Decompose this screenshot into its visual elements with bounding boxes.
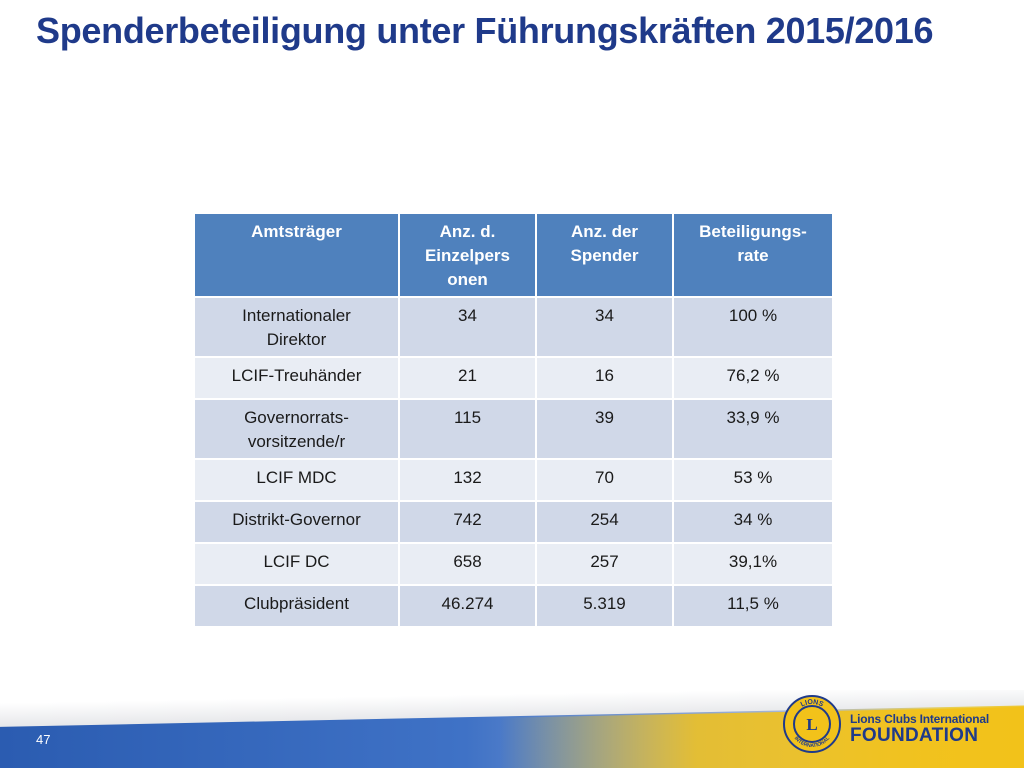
- cell-rate: 76,2 %: [674, 358, 832, 398]
- table-row: Internationaler Direktor 34 34 100 %: [195, 298, 832, 356]
- cell-office: Governorrats- vorsitzende/r: [195, 400, 398, 458]
- table-row: LCIF MDC 132 70 53 %: [195, 460, 832, 500]
- emblem-letter: L: [806, 715, 817, 734]
- cell-office: Internationaler Direktor: [195, 298, 398, 356]
- cell-office: LCIF-Treuhänder: [195, 358, 398, 398]
- cell-individuals: 34: [400, 298, 535, 356]
- cell-rate: 33,9 %: [674, 400, 832, 458]
- cell-donors: 16: [537, 358, 672, 398]
- cell-rate: 11,5 %: [674, 586, 832, 626]
- cell-office: LCIF DC: [195, 544, 398, 584]
- cell-donors: 5.319: [537, 586, 672, 626]
- cell-individuals: 742: [400, 502, 535, 542]
- cell-office: Clubpräsident: [195, 586, 398, 626]
- cell-individuals: 132: [400, 460, 535, 500]
- cell-office: LCIF MDC: [195, 460, 398, 500]
- lions-emblem-icon: LIONS INTERNATIONAL L: [783, 695, 841, 753]
- header-rate: Beteiligungs- rate: [674, 214, 832, 296]
- cell-rate: 100 %: [674, 298, 832, 356]
- cell-individuals: 115: [400, 400, 535, 458]
- page-number: 47: [36, 732, 51, 747]
- cell-individuals: 658: [400, 544, 535, 584]
- cell-rate: 34 %: [674, 502, 832, 542]
- emblem-top-text: LIONS: [800, 699, 825, 709]
- header-office: Amtsträger: [195, 214, 398, 296]
- table-header-row: Amtsträger Anz. d. Einzelpers onen Anz. …: [195, 214, 832, 296]
- svg-text:LIONS: LIONS: [800, 699, 825, 709]
- donor-participation-table: Amtsträger Anz. d. Einzelpers onen Anz. …: [193, 212, 834, 628]
- logo-text-line2: FOUNDATION: [850, 725, 979, 746]
- cell-rate: 39,1%: [674, 544, 832, 584]
- table-row: Clubpräsident 46.274 5.319 11,5 %: [195, 586, 832, 626]
- cell-individuals: 46.274: [400, 586, 535, 626]
- cell-donors: 34: [537, 298, 672, 356]
- table-row: LCIF-Treuhänder 21 16 76,2 %: [195, 358, 832, 398]
- table-row: LCIF DC 658 257 39,1%: [195, 544, 832, 584]
- cell-individuals: 21: [400, 358, 535, 398]
- cell-donors: 254: [537, 502, 672, 542]
- cell-office: Distrikt-Governor: [195, 502, 398, 542]
- cell-donors: 257: [537, 544, 672, 584]
- cell-donors: 70: [537, 460, 672, 500]
- table-row: Distrikt-Governor 742 254 34 %: [195, 502, 832, 542]
- header-donors: Anz. der Spender: [537, 214, 672, 296]
- logo-text-line1: Lions Clubs International: [850, 712, 990, 726]
- table-row: Governorrats- vorsitzende/r 115 39 33,9 …: [195, 400, 832, 458]
- page-title: Spenderbeteiligung unter Führungskräften…: [36, 10, 934, 51]
- cell-rate: 53 %: [674, 460, 832, 500]
- cell-donors: 39: [537, 400, 672, 458]
- header-individuals: Anz. d. Einzelpers onen: [400, 214, 535, 296]
